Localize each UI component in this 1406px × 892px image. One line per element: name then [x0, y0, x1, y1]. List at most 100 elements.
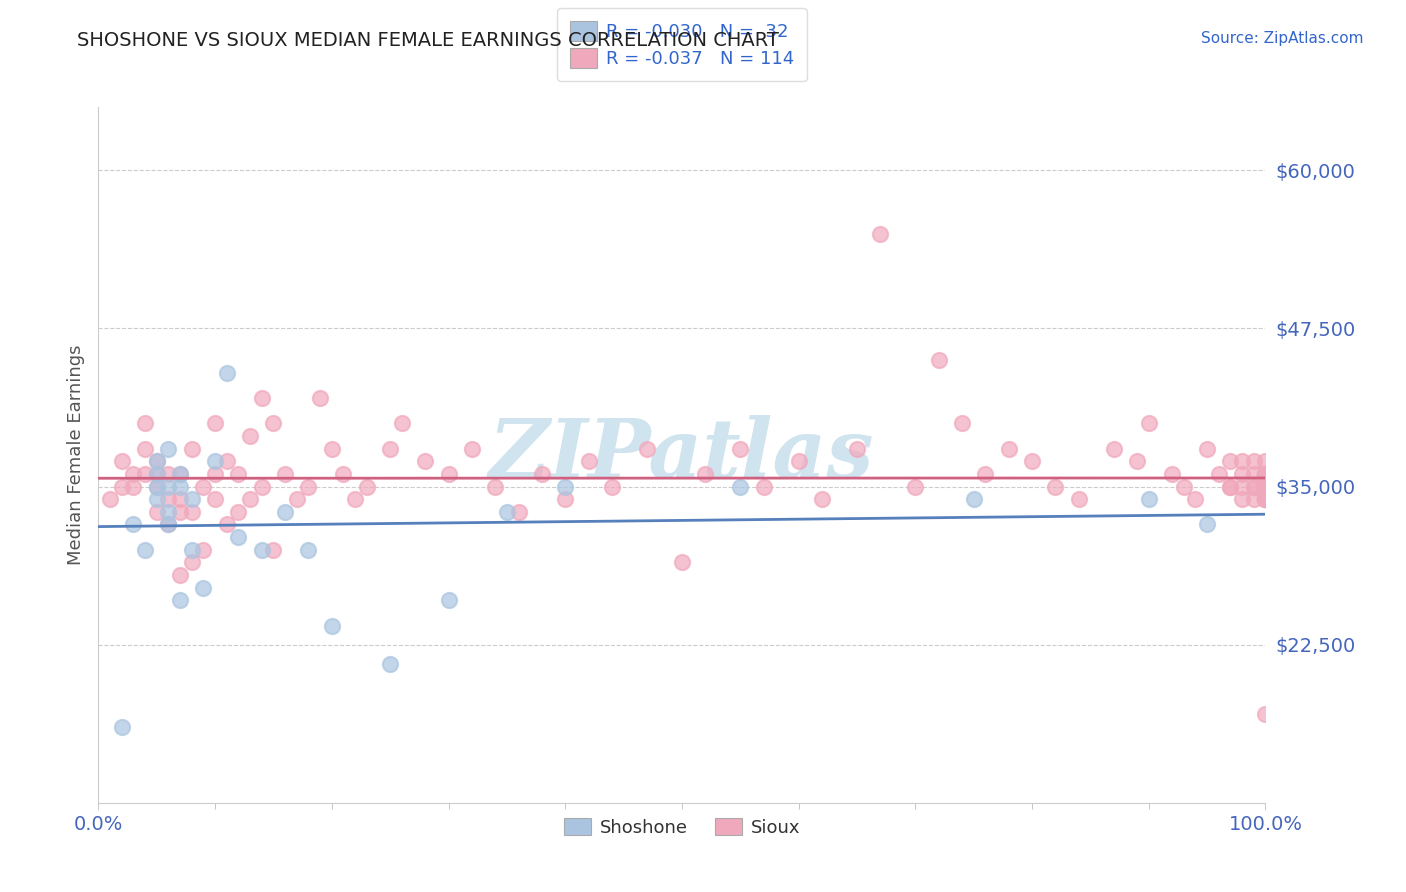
- Point: [239, 429, 262, 443]
- Point: [1254, 492, 1277, 507]
- Point: [146, 479, 169, 493]
- Point: [1195, 517, 1218, 532]
- Point: [1184, 492, 1206, 507]
- Point: [111, 720, 134, 734]
- Point: [169, 568, 191, 582]
- Point: [413, 454, 436, 468]
- Point: [962, 492, 984, 507]
- Point: [1243, 479, 1265, 493]
- Point: [157, 517, 180, 532]
- Point: [344, 492, 367, 507]
- Point: [1254, 467, 1277, 481]
- Point: [122, 517, 145, 532]
- Point: [250, 391, 273, 405]
- Point: [297, 479, 319, 493]
- Point: [204, 417, 226, 431]
- Point: [869, 227, 891, 241]
- Point: [1230, 454, 1253, 468]
- Point: [285, 492, 308, 507]
- Point: [180, 542, 202, 557]
- Point: [1254, 479, 1277, 493]
- Point: [146, 492, 169, 507]
- Point: [904, 479, 927, 493]
- Point: [134, 442, 156, 456]
- Point: [554, 492, 576, 507]
- Point: [1230, 492, 1253, 507]
- Point: [1254, 707, 1277, 722]
- Point: [671, 556, 693, 570]
- Point: [98, 492, 121, 507]
- Point: [1137, 417, 1160, 431]
- Point: [997, 442, 1019, 456]
- Point: [157, 492, 180, 507]
- Point: [1254, 492, 1277, 507]
- Point: [437, 467, 460, 481]
- Point: [297, 542, 319, 557]
- Point: [228, 530, 250, 544]
- Point: [111, 454, 134, 468]
- Point: [1254, 467, 1277, 481]
- Point: [1243, 467, 1265, 481]
- Point: [695, 467, 717, 481]
- Point: [730, 479, 752, 493]
- Point: [1173, 479, 1195, 493]
- Point: [1045, 479, 1067, 493]
- Point: [1195, 442, 1218, 456]
- Point: [262, 417, 284, 431]
- Point: [180, 442, 202, 456]
- Point: [228, 505, 250, 519]
- Point: [1243, 454, 1265, 468]
- Point: [1161, 467, 1184, 481]
- Point: [146, 467, 169, 481]
- Point: [193, 479, 215, 493]
- Point: [1219, 479, 1241, 493]
- Point: [180, 556, 202, 570]
- Point: [274, 467, 297, 481]
- Point: [1254, 479, 1277, 493]
- Point: [846, 442, 869, 456]
- Point: [204, 467, 226, 481]
- Point: [321, 618, 343, 632]
- Point: [1254, 479, 1277, 493]
- Point: [1067, 492, 1090, 507]
- Point: [274, 505, 297, 519]
- Point: [169, 593, 191, 607]
- Point: [111, 479, 134, 493]
- Point: [157, 442, 180, 456]
- Point: [391, 417, 413, 431]
- Point: [508, 505, 530, 519]
- Point: [636, 442, 658, 456]
- Point: [1208, 467, 1230, 481]
- Point: [752, 479, 775, 493]
- Point: [461, 442, 484, 456]
- Point: [437, 593, 460, 607]
- Point: [950, 417, 973, 431]
- Point: [250, 479, 273, 493]
- Point: [1254, 454, 1277, 468]
- Point: [193, 581, 215, 595]
- Point: [146, 454, 169, 468]
- Point: [262, 542, 284, 557]
- Point: [134, 467, 156, 481]
- Point: [1021, 454, 1043, 468]
- Point: [1254, 479, 1277, 493]
- Point: [122, 467, 145, 481]
- Point: [1254, 467, 1277, 481]
- Point: [1254, 479, 1277, 493]
- Point: [1126, 454, 1149, 468]
- Point: [157, 517, 180, 532]
- Point: [169, 467, 191, 481]
- Point: [134, 417, 156, 431]
- Point: [1219, 454, 1241, 468]
- Point: [1254, 479, 1277, 493]
- Point: [380, 442, 402, 456]
- Point: [1254, 479, 1277, 493]
- Point: [1254, 467, 1277, 481]
- Point: [1254, 492, 1277, 507]
- Point: [239, 492, 262, 507]
- Text: Source: ZipAtlas.com: Source: ZipAtlas.com: [1201, 31, 1364, 46]
- Point: [332, 467, 354, 481]
- Point: [250, 542, 273, 557]
- Point: [1137, 492, 1160, 507]
- Point: [204, 454, 226, 468]
